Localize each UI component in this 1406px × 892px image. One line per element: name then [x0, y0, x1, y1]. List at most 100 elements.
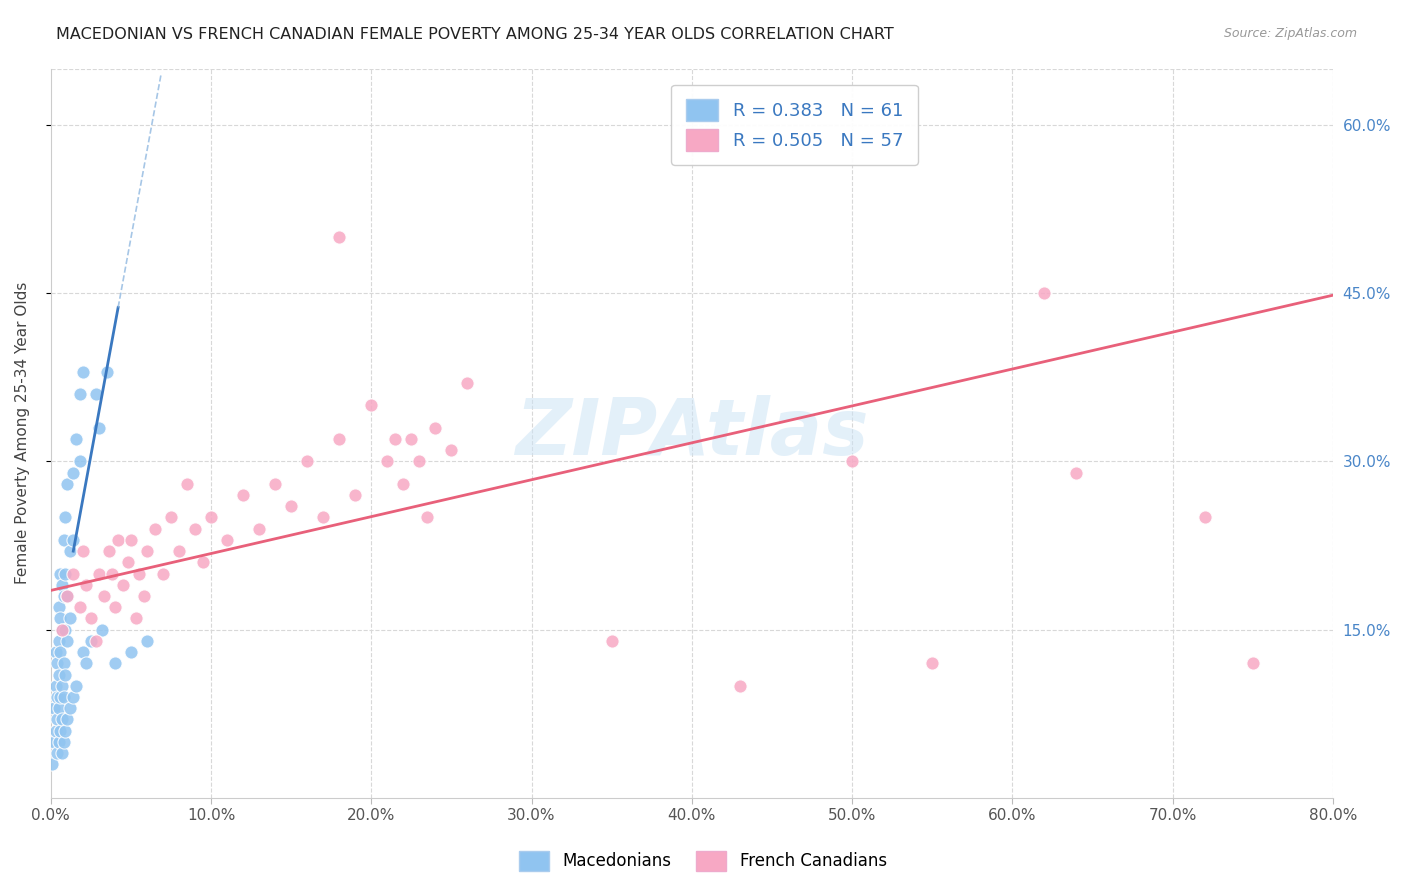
Point [65, 679, 87, 693]
Point [100, 566, 122, 581]
Point [62, 690, 84, 704]
Point [1033, 285, 1056, 300]
Point [93, 589, 115, 603]
Point [96, 365, 118, 379]
Point [42, 701, 65, 715]
Point [120, 645, 142, 659]
Point [80, 611, 103, 625]
Point [46, 713, 69, 727]
Point [48, 735, 70, 749]
Point [48, 701, 70, 715]
Point [49, 690, 72, 704]
Point [59, 611, 82, 625]
Point [375, 454, 398, 468]
Point [46, 690, 69, 704]
Point [51, 679, 73, 693]
Point [107, 533, 129, 547]
Point [143, 522, 166, 536]
Point [401, 432, 423, 446]
Point [392, 476, 415, 491]
Point [80, 634, 103, 648]
Point [75, 578, 97, 592]
Point [160, 510, 183, 524]
Point [111, 578, 134, 592]
Point [65, 432, 87, 446]
Point [1194, 510, 1216, 524]
Point [184, 522, 207, 536]
Point [408, 454, 430, 468]
Point [841, 454, 863, 468]
Point [728, 679, 751, 693]
Point [344, 488, 367, 502]
Point [49, 723, 72, 738]
Point [52, 735, 75, 749]
Point [191, 555, 214, 569]
Point [328, 432, 350, 446]
Point [360, 398, 382, 412]
Point [56, 589, 79, 603]
Point [59, 544, 82, 558]
Point [87, 420, 110, 434]
Point [62, 566, 84, 581]
Point [132, 589, 155, 603]
Point [136, 634, 159, 648]
Point [48, 667, 70, 681]
Point [91, 623, 114, 637]
Point [120, 533, 142, 547]
Text: MACEDONIAN VS FRENCH CANADIAN FEMALE POVERTY AMONG 25-34 YEAR OLDS CORRELATION C: MACEDONIAN VS FRENCH CANADIAN FEMALE POV… [56, 27, 894, 42]
Point [125, 611, 148, 625]
Point [456, 376, 478, 390]
Point [247, 522, 270, 536]
Point [53, 667, 76, 681]
Point [56, 634, 79, 648]
Point [51, 713, 73, 727]
Point [46, 746, 69, 760]
Point [56, 589, 79, 603]
Point [51, 746, 73, 760]
Point [297, 454, 319, 468]
Point [56, 476, 79, 491]
Point [416, 510, 439, 524]
Point [45, 679, 67, 693]
Point [328, 230, 350, 244]
Text: ZIPAtlas: ZIPAtlas [515, 395, 869, 471]
Point [117, 555, 139, 569]
Point [72, 544, 94, 558]
Point [62, 466, 84, 480]
Point [921, 657, 943, 671]
Point [48, 600, 70, 615]
Point [53, 723, 76, 738]
Point [51, 623, 73, 637]
Point [152, 566, 174, 581]
Point [53, 510, 76, 524]
Point [425, 420, 447, 434]
Point [104, 657, 127, 671]
Point [176, 476, 198, 491]
Point [232, 488, 254, 502]
Point [59, 701, 82, 715]
Point [440, 443, 463, 458]
Point [45, 645, 67, 659]
Legend: R = 0.383   N = 61, R = 0.505   N = 57: R = 0.383 N = 61, R = 0.505 N = 57 [671, 85, 918, 165]
Point [48, 634, 70, 648]
Text: Source: ZipAtlas.com: Source: ZipAtlas.com [1223, 27, 1357, 40]
Point [128, 566, 150, 581]
Point [72, 365, 94, 379]
Point [312, 510, 335, 524]
Point [264, 476, 287, 491]
Point [87, 566, 110, 581]
Point [69, 387, 91, 401]
Point [49, 611, 72, 625]
Point [72, 645, 94, 659]
Point [53, 566, 76, 581]
Point [84, 387, 107, 401]
Point [97, 544, 120, 558]
Point [280, 500, 302, 514]
Point [62, 533, 84, 547]
Point [41, 757, 63, 772]
Point [51, 578, 73, 592]
Point [52, 589, 75, 603]
Y-axis label: Female Poverty Among 25-34 Year Olds: Female Poverty Among 25-34 Year Olds [15, 282, 30, 584]
Point [69, 454, 91, 468]
Point [69, 600, 91, 615]
